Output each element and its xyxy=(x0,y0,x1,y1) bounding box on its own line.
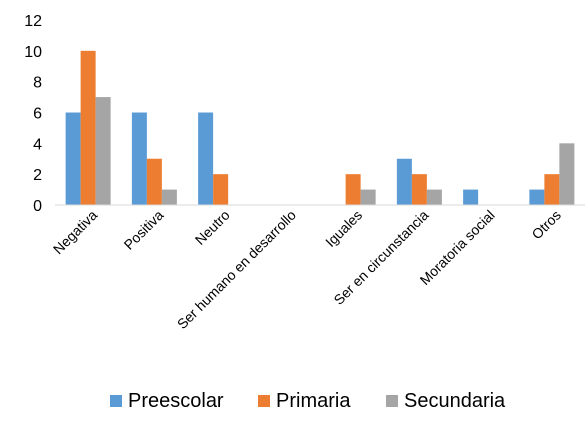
x-category-label: Iguales xyxy=(322,207,365,250)
legend-swatch-secundaria xyxy=(386,395,398,407)
y-tick-label: 12 xyxy=(24,13,42,30)
y-tick-label: 4 xyxy=(33,136,42,153)
legend-swatch-preescolar xyxy=(110,395,122,407)
legend-label-preescolar: Preescolar xyxy=(128,390,224,412)
bars-layer xyxy=(65,50,575,206)
x-category-label: Positiva xyxy=(121,207,167,253)
legend-swatch-primaria xyxy=(258,395,270,407)
y-tick-label: 10 xyxy=(24,44,42,61)
bar-secundaria-0 xyxy=(95,97,111,205)
x-category-label: Ser humano en desarrollo xyxy=(174,207,299,332)
bar-primaria-2 xyxy=(213,174,229,205)
bar-preescolar-6 xyxy=(463,189,479,205)
bar-secundaria-7 xyxy=(559,143,575,205)
y-tick-label: 6 xyxy=(33,106,42,123)
bar-preescolar-1 xyxy=(131,112,147,205)
bar-preescolar-0 xyxy=(65,112,81,205)
bar-primaria-0 xyxy=(80,50,96,206)
y-axis-ticks: 0 2 4 6 8 10 12 xyxy=(24,13,42,215)
bar-secundaria-1 xyxy=(161,189,177,205)
legend-label-primaria: Primaria xyxy=(276,390,351,412)
y-tick-label: 2 xyxy=(33,167,42,184)
bar-preescolar-2 xyxy=(198,112,214,205)
bar-preescolar-5 xyxy=(396,158,412,205)
bar-secundaria-4 xyxy=(360,189,376,205)
y-tick-label: 8 xyxy=(33,75,42,92)
bar-primaria-1 xyxy=(146,158,162,205)
bar-primaria-7 xyxy=(544,174,560,205)
legend: Preescolar Primaria Secundaria xyxy=(110,390,506,412)
x-category-label: Negativa xyxy=(50,207,101,258)
x-category-label: Otros xyxy=(528,207,564,243)
y-tick-label: 0 xyxy=(33,198,42,215)
x-category-label: Neutro xyxy=(192,207,233,248)
bar-secundaria-5 xyxy=(426,189,442,205)
bar-preescolar-7 xyxy=(529,189,545,205)
bar-primaria-4 xyxy=(345,174,361,205)
bar-primaria-5 xyxy=(411,174,427,205)
legend-label-secundaria: Secundaria xyxy=(404,390,506,412)
